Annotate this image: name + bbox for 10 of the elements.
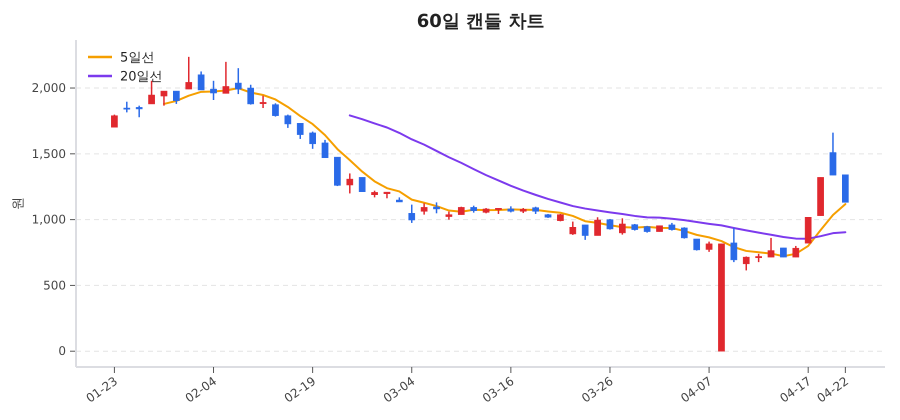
y-tick-label: 2,000 (32, 81, 66, 96)
y-tick-label: 0 (58, 344, 66, 358)
y-tick-label: 1,500 (32, 146, 66, 161)
chart-title: 60일 캔들 차트 (416, 11, 544, 32)
y-tick-label: 500 (43, 278, 66, 292)
line-series (348, 114, 846, 240)
y-axis-title: 원 (11, 197, 26, 210)
legend-label: 5일선 (120, 50, 154, 66)
y-tick-label: 1,000 (32, 212, 66, 227)
legend-label: 20일선 (120, 70, 163, 84)
